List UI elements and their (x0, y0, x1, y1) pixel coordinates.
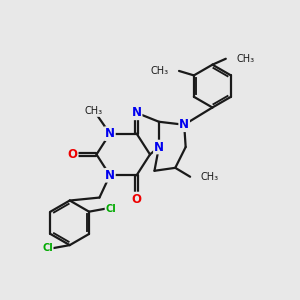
Text: N: N (154, 140, 164, 154)
Text: N: N (179, 118, 189, 131)
Text: O: O (68, 148, 78, 161)
Text: CH₃: CH₃ (151, 66, 169, 76)
Text: N: N (132, 106, 142, 119)
Text: CH₃: CH₃ (85, 106, 103, 116)
Text: N: N (105, 127, 115, 140)
Text: Cl: Cl (42, 243, 53, 253)
Text: Cl: Cl (105, 204, 116, 214)
Text: CH₃: CH₃ (200, 172, 219, 182)
Text: O: O (132, 193, 142, 206)
Text: N: N (105, 169, 115, 182)
Text: CH₃: CH₃ (236, 54, 254, 64)
